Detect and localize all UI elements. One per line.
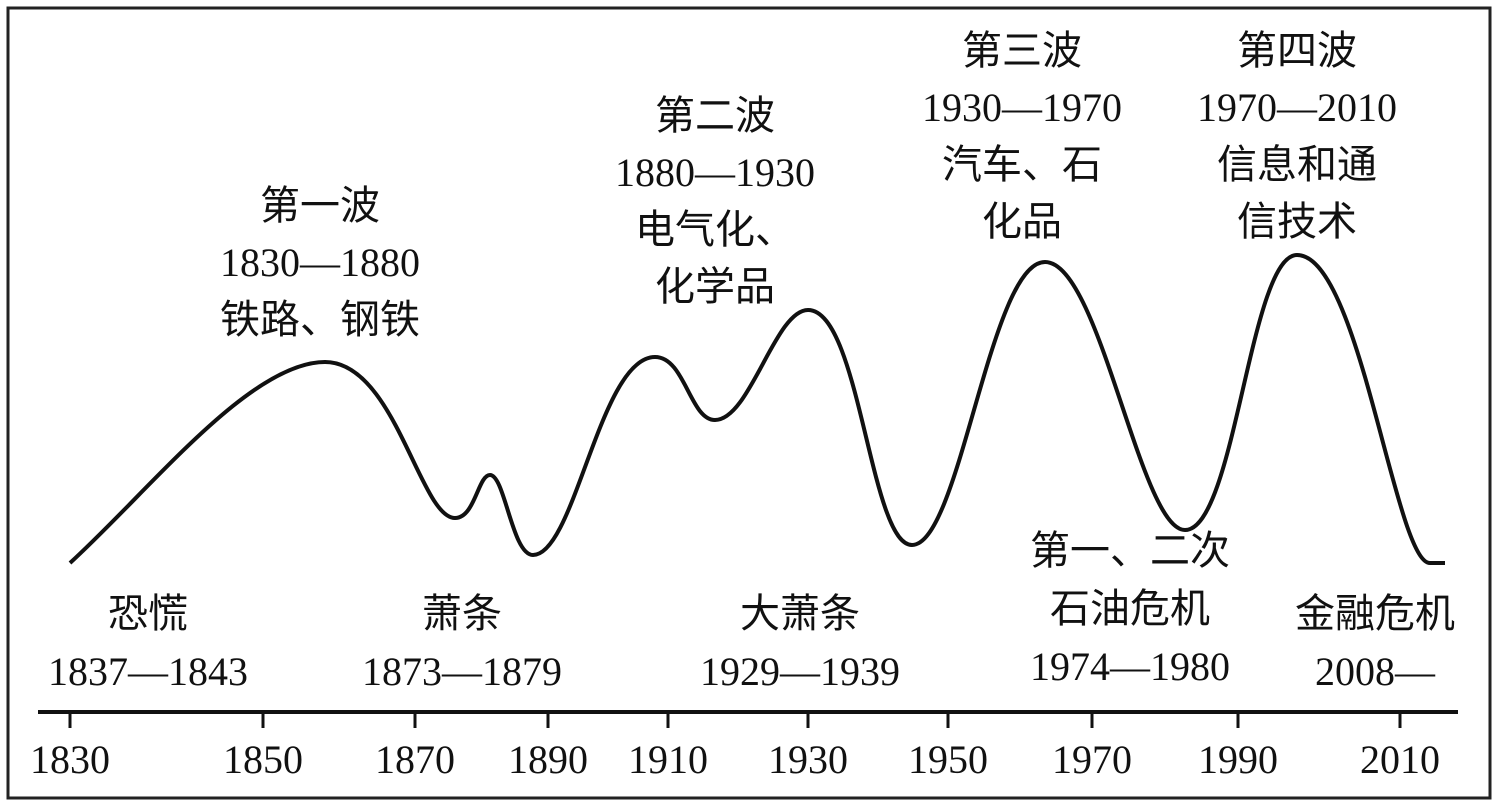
- tick-label: 1870: [375, 737, 455, 782]
- wave-label: 电气化、: [635, 207, 795, 252]
- tick-label: 1990: [1198, 737, 1278, 782]
- crisis-label: 石油危机: [1050, 586, 1210, 631]
- tick-label: 1910: [628, 737, 708, 782]
- wave-label: 第一波: [260, 183, 380, 228]
- wave-label: 信技术: [1237, 199, 1357, 244]
- wave-label: 信息和通: [1217, 142, 1377, 187]
- wave-label: 1970—2010: [1197, 85, 1397, 130]
- wave-label: 铁路、钢铁: [220, 297, 420, 342]
- crisis-label: 1929—1939: [700, 649, 900, 694]
- tick-label: 1950: [908, 737, 988, 782]
- wave-label: 汽车、石: [942, 142, 1102, 187]
- wave-curve: [68, 252, 1445, 565]
- wave-label: 第三波: [962, 28, 1082, 73]
- wave-label: 化学品: [655, 264, 775, 309]
- crisis-label: 恐慌: [108, 591, 188, 636]
- crisis-label: 第一、二次: [1030, 528, 1230, 573]
- crisis-label: 2008—: [1315, 649, 1436, 694]
- wave-label: 1880—1930: [615, 150, 815, 195]
- crisis-label: 1837—1843: [48, 649, 248, 694]
- tick-label: 1930: [768, 737, 848, 782]
- wave-label: 化品: [982, 199, 1062, 244]
- tick-label: 1850: [223, 737, 303, 782]
- crisis-label: 1873—1879: [362, 649, 562, 694]
- tick-label: 1890: [508, 737, 588, 782]
- tick-label: 2010: [1360, 737, 1440, 782]
- crisis-label: 1974—1980: [1030, 644, 1230, 689]
- frame: [6, 6, 1492, 800]
- tick-label: 1970: [1052, 737, 1132, 782]
- crisis-label: 金融危机: [1295, 591, 1455, 636]
- wave-label: 第二波: [655, 93, 775, 138]
- crisis-label: 萧条: [422, 591, 502, 636]
- wave-label: 第四波: [1237, 28, 1357, 73]
- tick-label: 1830: [30, 737, 110, 782]
- crisis-label: 大萧条: [740, 591, 860, 636]
- wave-label: 1930—1970: [922, 85, 1122, 130]
- wave-label: 1830—1880: [220, 240, 420, 285]
